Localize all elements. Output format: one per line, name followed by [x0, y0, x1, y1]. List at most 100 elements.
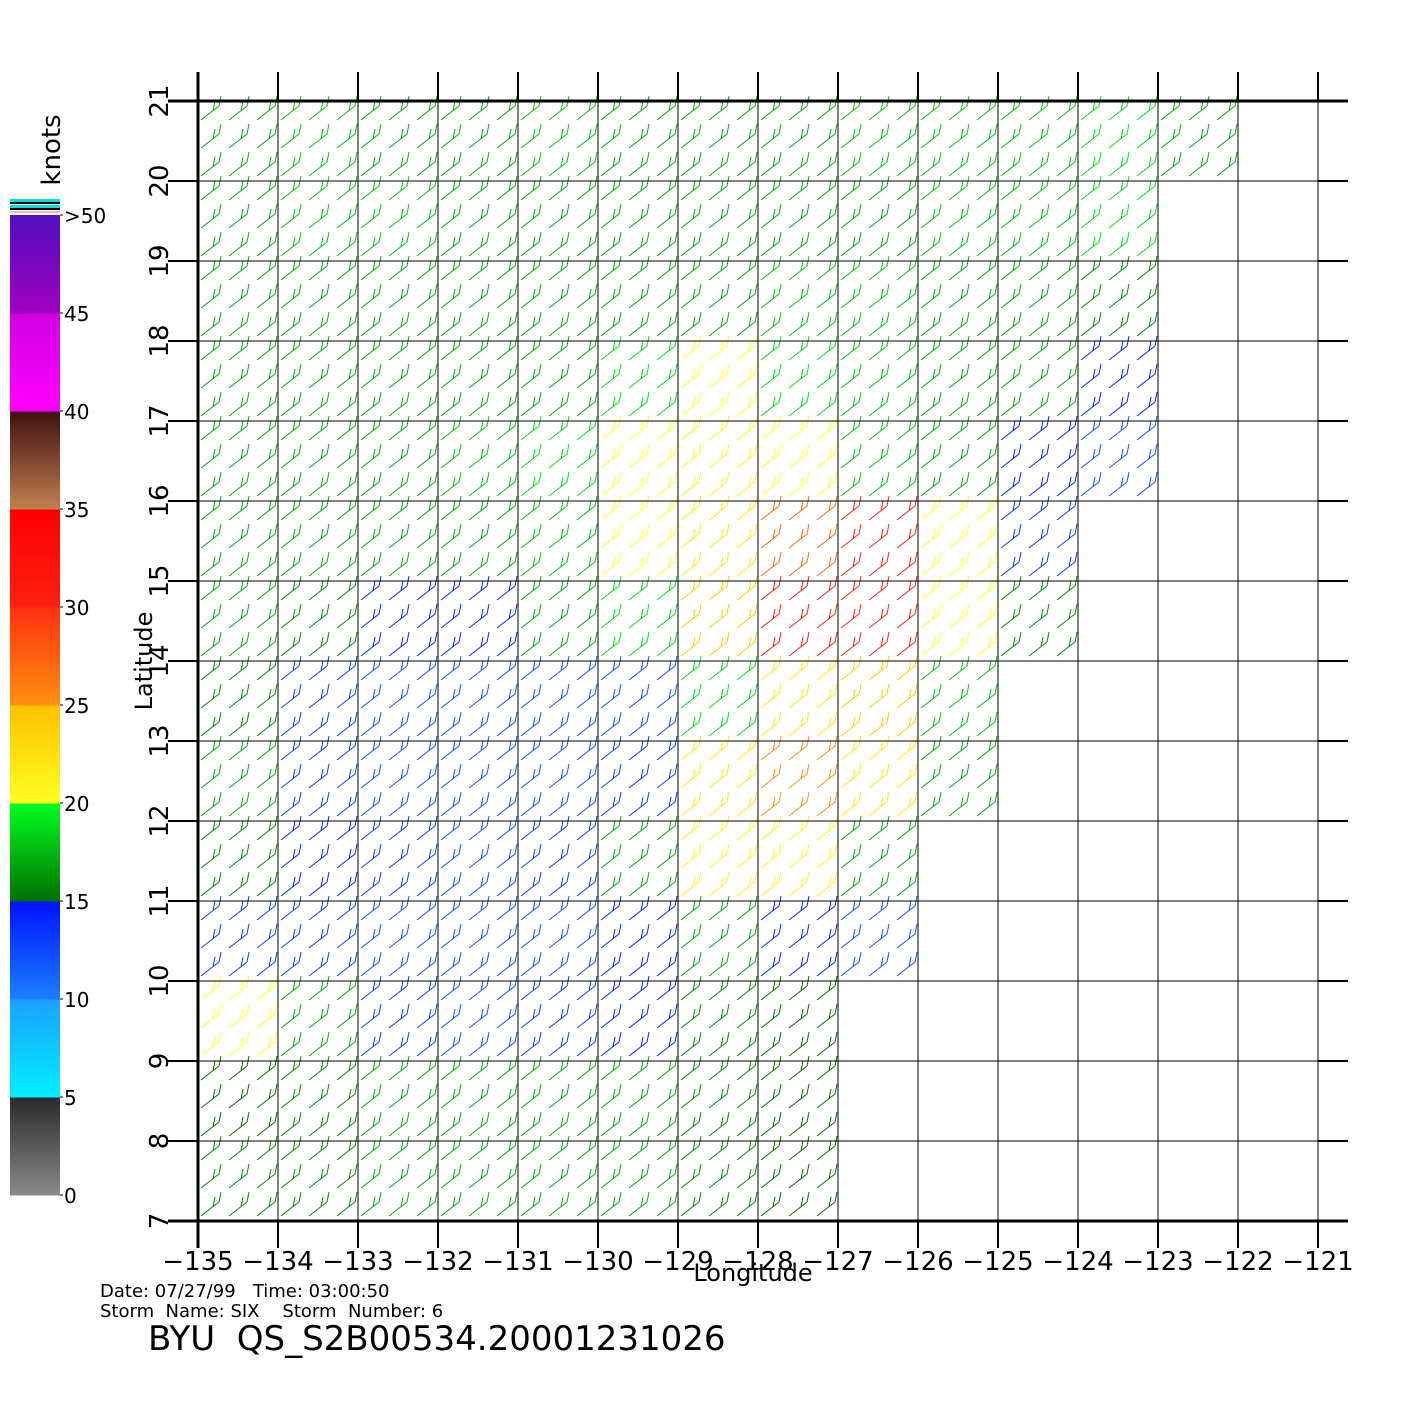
wind-barb	[468, 311, 490, 337]
wind-barb	[708, 1003, 730, 1029]
wind-barb	[896, 363, 918, 389]
wind-barb	[440, 895, 462, 921]
wind-barb	[656, 523, 678, 549]
wind-barb	[736, 815, 758, 841]
wind-barb	[388, 895, 410, 921]
wind-barb	[496, 1135, 518, 1161]
wind-barb	[388, 175, 410, 201]
y-tick-label: 7	[145, 1213, 175, 1230]
wind-barb	[200, 815, 222, 841]
wind-barb	[948, 791, 970, 817]
wind-barb	[600, 151, 622, 177]
wind-barb	[280, 363, 302, 389]
wind-barb	[440, 791, 462, 817]
wind-barb	[416, 683, 438, 709]
wind-barb	[468, 335, 490, 361]
wind-barb	[708, 895, 730, 921]
y-tick-label: 16	[145, 484, 175, 517]
wind-barb	[816, 151, 838, 177]
wind-barb	[548, 711, 570, 737]
wind-barb	[576, 283, 598, 309]
wind-barb	[520, 655, 542, 681]
wind-barb	[680, 575, 702, 601]
wind-barb	[760, 631, 782, 657]
wind-barb	[416, 631, 438, 657]
wind-barb	[680, 763, 702, 789]
wind-barb	[656, 951, 678, 977]
wind-barb	[628, 575, 650, 601]
wind-barb	[200, 1135, 222, 1161]
wind-barb	[416, 1163, 438, 1189]
wind-barb	[628, 151, 650, 177]
wind-barb	[440, 123, 462, 149]
wind-barb	[628, 95, 650, 121]
wind-barb	[468, 391, 490, 417]
wind-barb	[576, 895, 598, 921]
wind-barb	[656, 735, 678, 761]
wind-barb	[868, 763, 890, 789]
wind-barb	[200, 711, 222, 737]
wind-barb	[920, 763, 942, 789]
wind-barb	[1216, 151, 1238, 177]
colorbar-tick-label: 45	[64, 302, 89, 326]
wind-barb	[336, 791, 358, 817]
wind-barb	[388, 1191, 410, 1217]
wind-barb	[228, 1083, 250, 1109]
wind-barb	[680, 1111, 702, 1137]
wind-barb	[816, 575, 838, 601]
wind-barb	[468, 283, 490, 309]
wind-barb	[600, 975, 622, 1001]
wind-barb	[416, 471, 438, 497]
wind-barb	[708, 735, 730, 761]
wind-barb	[228, 551, 250, 577]
wind-barb	[788, 203, 810, 229]
wind-barb	[336, 151, 358, 177]
wind-barb	[656, 603, 678, 629]
wind-barb	[360, 603, 382, 629]
wind-barb	[548, 1135, 570, 1161]
wind-barb	[416, 523, 438, 549]
wind-barb	[440, 631, 462, 657]
wind-barb	[896, 495, 918, 521]
wind-barb	[576, 631, 598, 657]
wind-barb	[280, 1191, 302, 1217]
wind-barb	[496, 895, 518, 921]
wind-barb	[256, 415, 278, 441]
wind-barb	[308, 471, 330, 497]
wind-barb	[1056, 203, 1078, 229]
wind-barb	[760, 311, 782, 337]
y-tick-label: 17	[145, 404, 175, 437]
wind-barb	[336, 1003, 358, 1029]
wind-barb	[896, 523, 918, 549]
wind-barb	[280, 1003, 302, 1029]
wind-barb	[256, 175, 278, 201]
wind-barb	[816, 791, 838, 817]
x-tick-label: −121	[1282, 1247, 1353, 1277]
y-tick-label: 19	[145, 244, 175, 277]
y-tick-label: 20	[145, 164, 175, 197]
wind-barb	[576, 1111, 598, 1137]
wind-barb	[840, 631, 862, 657]
x-tick-label: −127	[802, 1247, 873, 1277]
wind-barb	[1056, 603, 1078, 629]
wind-barb	[416, 975, 438, 1001]
wind-barb	[680, 1083, 702, 1109]
wind-barb	[308, 1135, 330, 1161]
wind-barb	[280, 711, 302, 737]
wind-barb	[708, 443, 730, 469]
wind-barb	[200, 443, 222, 469]
wind-barb	[920, 363, 942, 389]
wind-barb	[308, 415, 330, 441]
wind-barb	[440, 175, 462, 201]
wind-barb	[600, 311, 622, 337]
wind-barb	[520, 923, 542, 949]
wind-barb	[1160, 123, 1182, 149]
wind-barb	[736, 683, 758, 709]
wind-barb	[920, 311, 942, 337]
wind-barb	[416, 283, 438, 309]
wind-barb	[816, 683, 838, 709]
wind-barb	[736, 575, 758, 601]
wind-barb	[336, 1191, 358, 1217]
wind-barb	[816, 603, 838, 629]
wind-barb	[600, 443, 622, 469]
